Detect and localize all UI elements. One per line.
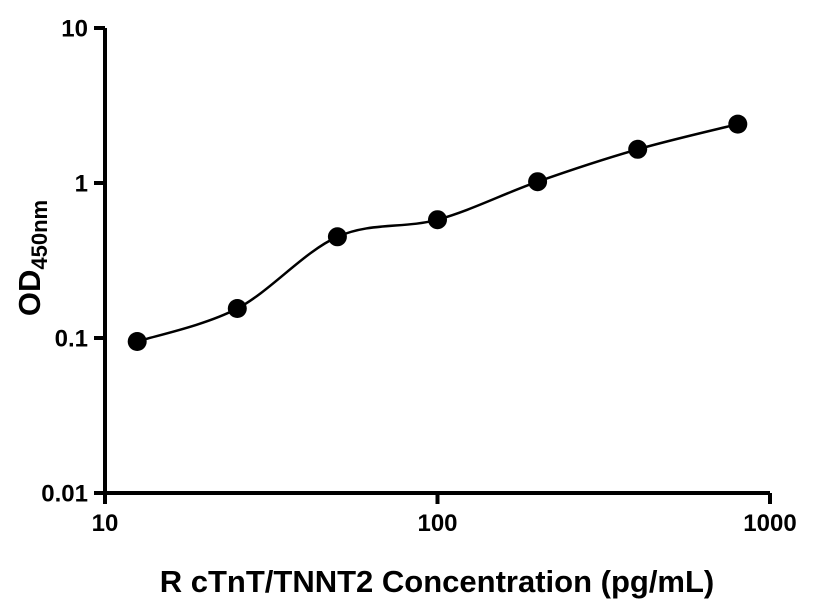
x-axis-ticks: 10 100 1000 <box>92 493 797 537</box>
y-tick-label: 10 <box>61 16 88 43</box>
data-points <box>127 114 748 351</box>
y-axis-title-sub: 450nm <box>27 200 52 270</box>
x-tick-label: 100 <box>417 510 457 537</box>
x-tick-label: 10 <box>92 510 119 537</box>
y-axis-title-main: OD <box>12 270 47 317</box>
data-point <box>227 299 247 318</box>
axis-frame <box>103 28 770 495</box>
y-tick-label: 0.01 <box>41 481 88 508</box>
data-point <box>628 139 648 159</box>
fit-curve <box>136 122 739 343</box>
y-tick-label: 1 <box>75 171 88 198</box>
data-point <box>728 114 748 134</box>
data-point <box>528 172 548 192</box>
y-axis-ticks: 0.01 0.1 1 10 <box>41 16 105 508</box>
data-point <box>327 227 347 247</box>
x-tick-label: 1000 <box>743 510 796 537</box>
x-axis-title: R cTnT/TNNT2 Concentration (pg/mL) <box>160 564 715 599</box>
data-point <box>428 210 447 230</box>
data-point <box>127 332 147 351</box>
y-axis-title: OD450nm <box>12 200 52 316</box>
y-tick-label: 0.1 <box>55 326 88 353</box>
